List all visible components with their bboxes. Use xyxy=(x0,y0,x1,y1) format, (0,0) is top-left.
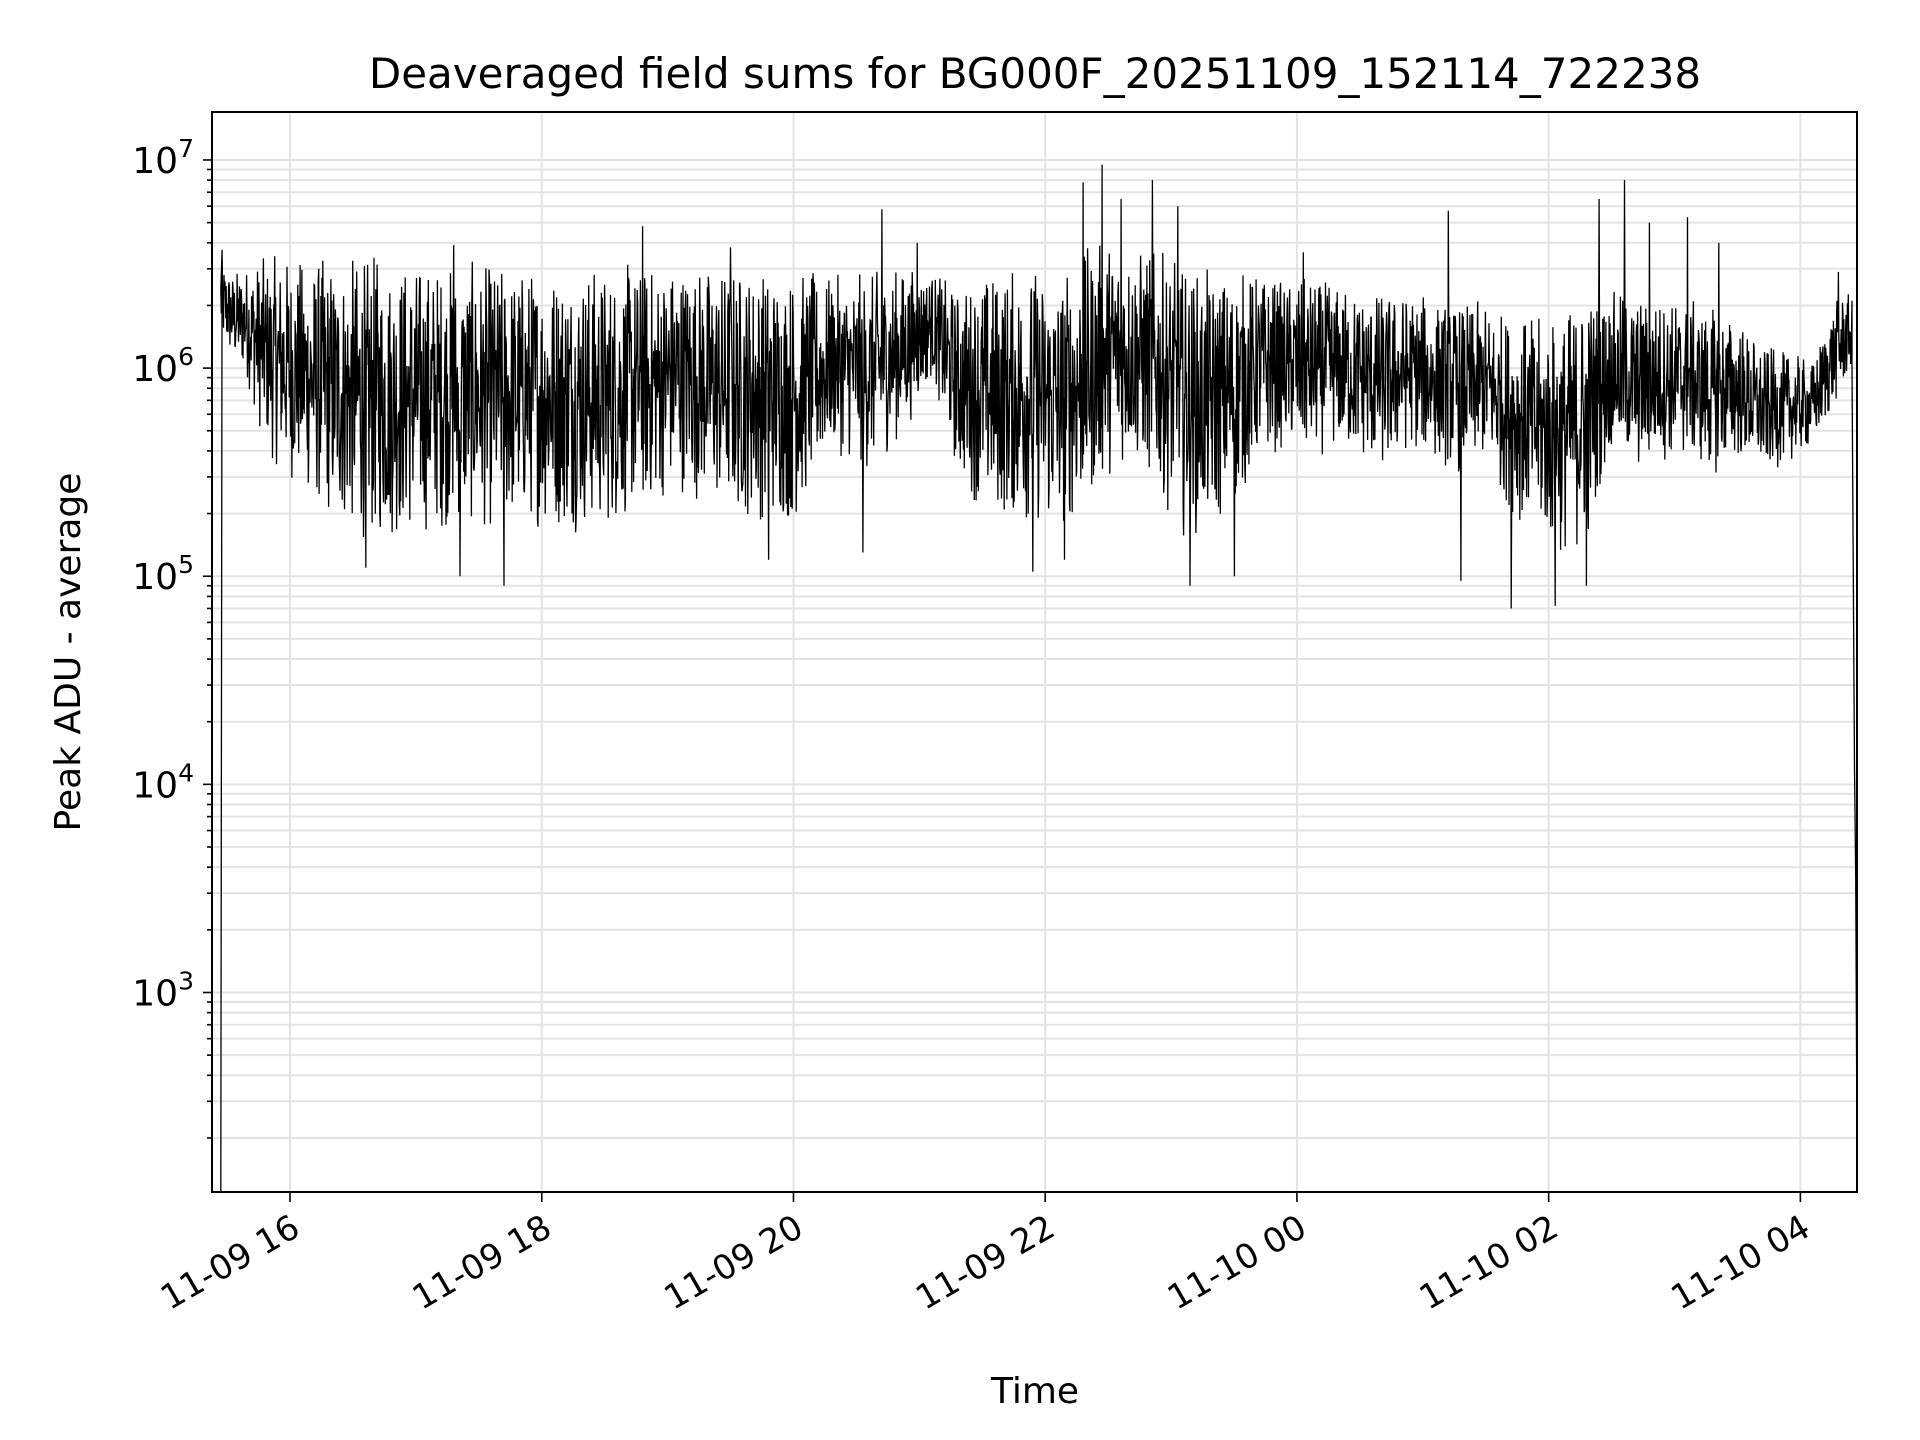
x-axis: 11-09 16 11-09 18 11-09 20 11-09 22 11-10 00… xyxy=(154,1192,1817,1318)
y-tick-label: 104 xyxy=(132,758,194,806)
y-axis: 103 104 105 106 107 xyxy=(132,134,212,1139)
chart-title: Deaveraged field sums for BG000F_2025110… xyxy=(369,49,1701,98)
x-axis-label: Time xyxy=(990,1371,1079,1412)
x-tick-label: 11-10 04 xyxy=(1664,1207,1816,1318)
y-tick-label: 105 xyxy=(132,550,194,598)
x-tick-label: 11-10 00 xyxy=(1161,1207,1313,1318)
x-tick-label: 11-09 18 xyxy=(406,1207,558,1318)
y-axis-label: Peak ADU - average xyxy=(48,473,89,832)
plot-frame xyxy=(211,111,1858,1193)
x-tick-label: 11-09 16 xyxy=(154,1207,306,1318)
x-tick-label: 11-09 22 xyxy=(909,1207,1061,1318)
series-layer xyxy=(212,164,1858,1193)
y-tick-label: 106 xyxy=(132,342,194,390)
series-line-field-sums xyxy=(212,164,1858,1193)
grid xyxy=(212,112,1857,1192)
y-tick-label: 103 xyxy=(132,966,194,1014)
x-tick-label: 11-10 02 xyxy=(1413,1207,1565,1318)
y-tick-label: 107 xyxy=(132,134,194,182)
x-tick-label: 11-09 20 xyxy=(658,1207,810,1318)
